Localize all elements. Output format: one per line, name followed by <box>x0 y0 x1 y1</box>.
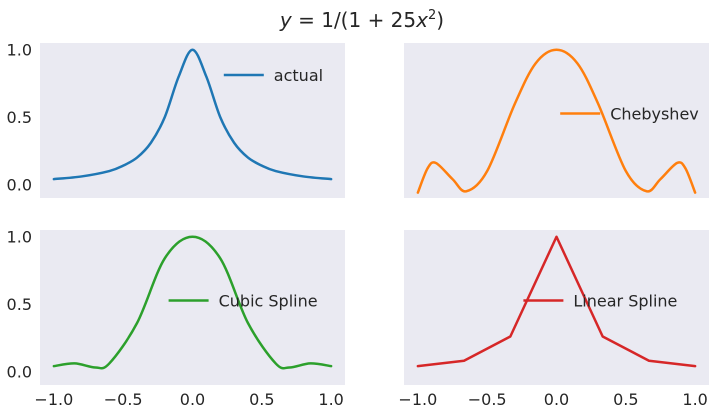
x-tick-label: 1.0 <box>682 390 707 408</box>
plot-area <box>404 43 709 198</box>
plot-area <box>40 230 345 385</box>
x-tick-label: 0.0 <box>180 390 205 408</box>
legend: actual <box>223 66 323 85</box>
subplot-3: 0.0 0.5 1.0 −1.0 −0.5 0.0 0.5 1.0 Cubic Spline <box>7 228 345 408</box>
subplot-4: −1.0 −0.5 0.0 0.5 1.0 Linear Spline <box>398 230 709 408</box>
legend-label: actual <box>274 66 323 85</box>
series-line-linear-spline <box>416 235 697 368</box>
legend: Cubic Spline <box>168 292 318 311</box>
series-line-cubic-spline <box>52 235 333 370</box>
x-tick-label: −0.5 <box>104 390 143 408</box>
y-tick-label: 0.0 <box>7 176 32 195</box>
subplot-2: Chebyshev <box>404 43 709 198</box>
legend: Chebyshev <box>560 105 699 124</box>
subplot-grid: 0.0 0.5 1.0 actual Chebyshev 0.0 0.5 1.0 −1.0 −0.… <box>7 41 709 408</box>
x-tick-label: −1.0 <box>398 390 437 408</box>
x-tick-label: −1.0 <box>34 390 73 408</box>
legend-label: Linear Spline <box>573 292 677 311</box>
x-tick-label: 1.0 <box>318 390 343 408</box>
legend: Linear Spline <box>523 292 677 311</box>
x-tick-label: 0.5 <box>613 390 638 408</box>
legend-label: Cubic Spline <box>219 292 318 311</box>
y-tick-label: 0.0 <box>7 363 32 382</box>
plot-area <box>40 43 345 198</box>
chart-title: y = 1/(1 + 25x2) <box>279 8 444 32</box>
x-tick-label: −0.5 <box>468 390 507 408</box>
y-tick-label: 1.0 <box>7 228 32 247</box>
legend-label: Chebyshev <box>610 105 699 124</box>
series-line-actual <box>52 48 333 181</box>
subplot-1: 0.0 0.5 1.0 actual <box>7 41 345 198</box>
plot-area <box>404 230 709 385</box>
x-tick-label: 0.0 <box>544 390 569 408</box>
x-tick-label: 0.5 <box>249 390 274 408</box>
y-tick-label: 0.5 <box>7 108 32 127</box>
y-tick-label: 1.0 <box>7 41 32 60</box>
y-tick-label: 0.5 <box>7 295 32 314</box>
series-line-chebyshev <box>416 48 697 194</box>
